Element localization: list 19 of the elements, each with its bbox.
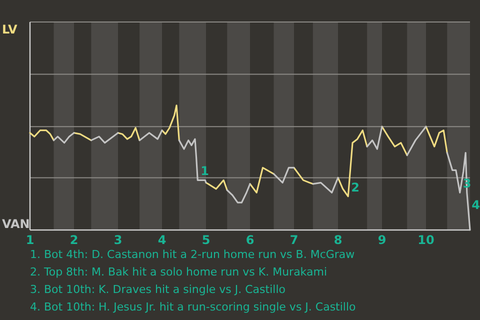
x-tick-label: 10 — [418, 233, 434, 247]
x-tick-label: 8 — [334, 233, 342, 247]
annotation: 4 — [472, 198, 480, 212]
x-tick-label: 9 — [378, 233, 386, 247]
x-tick-label: 5 — [202, 233, 210, 247]
x-tick-label: 7 — [290, 233, 298, 247]
annotation: 1 — [200, 164, 209, 178]
x-tick-label: 6 — [246, 233, 254, 247]
text: 2. Top 8th: M. Bak hit a solo home run vs K. Murakami — [30, 266, 327, 278]
text: VAN — [2, 217, 30, 232]
x-tick-label: 2 — [70, 233, 78, 247]
text: 4. Bot 10th: H. Jesus Jr. hit a run-scoring single vs J. Castillo — [30, 300, 356, 314]
annotation: 2 — [351, 180, 360, 194]
text: LV — [2, 22, 18, 36]
x-tick-label: 3 — [114, 233, 122, 247]
text: 3. Bot 10th: K. Draves hit a single vs J. Castillo — [30, 283, 286, 296]
x-tick-label: 4 — [158, 233, 166, 247]
text: 1. Bot 4th: D. Castanon hit a 2-run home run vs B. McGraw — [30, 248, 355, 261]
x-tick-label: 1 — [26, 233, 34, 247]
